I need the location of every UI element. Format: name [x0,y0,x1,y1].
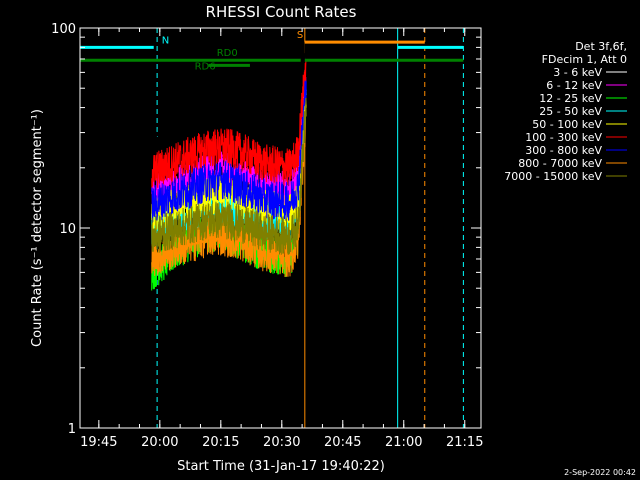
x-tick-label-5: 21:00 [385,435,422,450]
legend-label-5: 100 - 300 keV [525,131,602,144]
y-tick-label-1: 10 [59,222,76,237]
legend-label-0: 3 - 6 keV [553,66,602,79]
series-line-6 [151,80,307,223]
x-axis-ticks: 19:45 20:00 20:15 20:30 20:45 21:00 21:15 [80,28,483,450]
legend-label-4: 50 - 100 keV [532,118,602,131]
series-group [151,28,307,291]
legend-label-2: 12 - 25 keV [539,92,602,105]
legend-label-7: 800 - 7000 keV [518,157,602,170]
flag-label-2: RD0 [217,48,238,59]
legend-label-6: 300 - 800 keV [525,144,602,157]
y-tick-label-2: 100 [51,22,76,37]
timestamp-annotation: 2-Sep-2022 00:42 [564,468,636,477]
legend-header-0: Det 3f,6f, [575,40,627,53]
series-line-8 [151,97,307,255]
legend-label-1: 6 - 12 keV [546,79,602,92]
flag-label-0: N [162,35,169,46]
flag-label-1: S [297,30,303,41]
x-tick-label-1: 20:00 [141,435,178,450]
y-axis-ticks: 1 10 100 [51,22,481,437]
legend-label-3: 25 - 50 keV [539,105,602,118]
x-tick-label-3: 20:30 [263,435,300,450]
x-tick-label-6: 21:15 [446,435,483,450]
flag-label-3: RD6 [195,61,216,72]
legend-header-1: FDecim 1, Att 0 [542,53,627,66]
series-line-5 [151,60,307,189]
legend-label-8: 7000 - 15000 keV [504,170,602,183]
x-tick-label-2: 20:15 [202,435,239,450]
x-axis-label: Start Time (31-Jan-17 19:40:22) [177,459,385,474]
y-axis-label: Count Rate (s⁻¹ detector segment⁻¹) [30,109,45,347]
x-tick-label-4: 20:45 [324,435,361,450]
x-tick-label-0: 19:45 [80,435,117,450]
chart-title: RHESSI Count Rates [206,3,357,21]
y-tick-label-0: 1 [68,422,76,437]
